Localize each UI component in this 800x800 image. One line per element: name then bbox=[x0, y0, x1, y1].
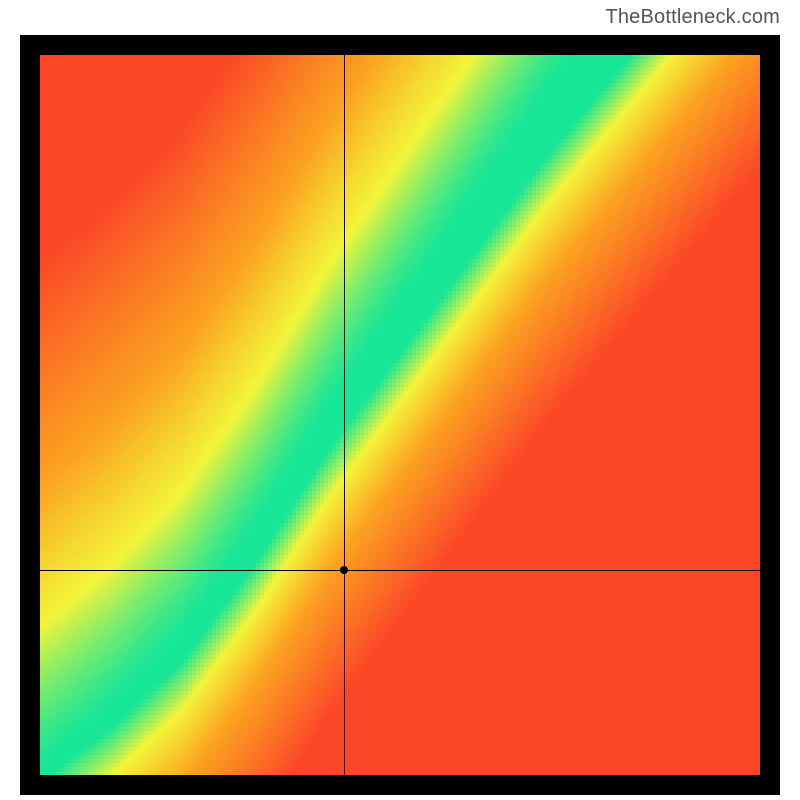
marker-dot bbox=[340, 566, 348, 574]
chart-frame bbox=[20, 35, 780, 795]
bottleneck-heatmap bbox=[40, 55, 760, 775]
watermark-text: TheBottleneck.com bbox=[605, 6, 780, 29]
crosshair-vertical bbox=[344, 55, 345, 775]
root: { "watermark": { "text": "TheBottleneck.… bbox=[0, 0, 800, 800]
crosshair-horizontal bbox=[40, 570, 760, 571]
